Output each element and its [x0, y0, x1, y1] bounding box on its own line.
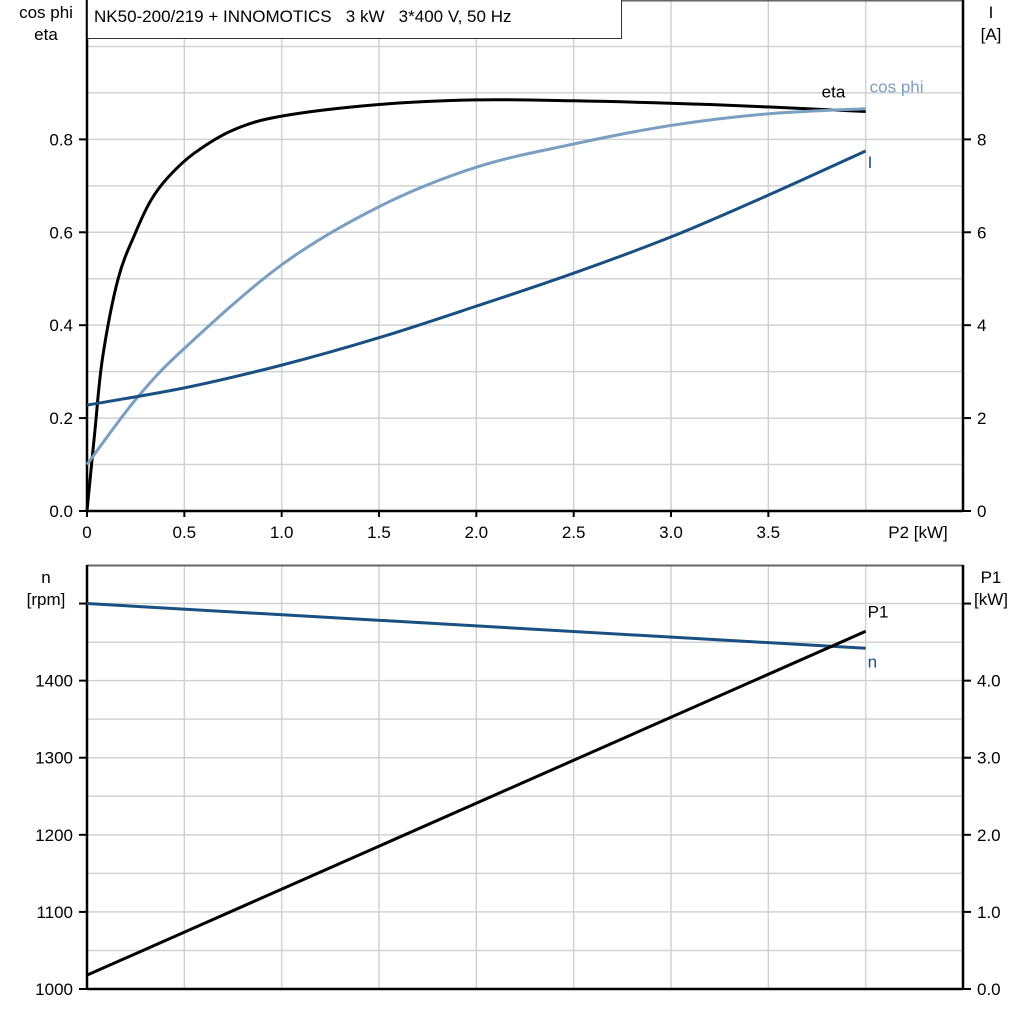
top-left-tick-label: 0.6 — [49, 223, 73, 242]
top-right-tick-label: 6 — [977, 223, 986, 242]
x-tick-label: 2.5 — [562, 523, 586, 542]
bottom-right-tick-label: 2.0 — [977, 826, 1001, 845]
top-right-axis-label: I — [989, 3, 994, 22]
chart-title: NK50-200/219 + INNOMOTICS 3 kW 3*400 V, … — [94, 7, 512, 26]
bottom-left-axis-label: [rpm] — [27, 590, 66, 609]
series-line-cos-phi — [85, 107, 866, 466]
top-left-tick-label: 0.4 — [49, 316, 73, 335]
series-label-n: n — [868, 652, 877, 671]
top-right-tick-label: 8 — [977, 130, 986, 149]
series-label-cos-phi: cos phi — [870, 78, 924, 97]
bottom-right-tick-label: 1.0 — [977, 903, 1001, 922]
top-left-tick-label: 0.8 — [49, 130, 73, 149]
series-line-i — [86, 149, 867, 407]
top-right-tick-label: 2 — [977, 409, 986, 428]
top-right-tick-label: 0 — [977, 502, 986, 521]
series-label-eta: eta — [822, 82, 846, 101]
series-label-p1: P1 — [868, 602, 889, 621]
bottom-right-axis-label: [kW] — [974, 590, 1008, 609]
x-tick-label: 2.0 — [465, 523, 489, 542]
series-line-n — [86, 602, 866, 650]
top-left-tick-label: 0.0 — [49, 502, 73, 521]
x-axis-label: P2 [kW] — [888, 523, 948, 542]
series-line-p1 — [86, 629, 867, 977]
x-tick-label: 0 — [82, 523, 91, 542]
x-tick-label: 3.5 — [757, 523, 781, 542]
top-left-tick-label: 0.2 — [49, 409, 73, 428]
bottom-right-tick-label: 0.0 — [977, 980, 1001, 999]
bottom-right-tick-label: 4.0 — [977, 672, 1001, 691]
series-line-eta — [85, 98, 866, 512]
bottom-right-axis-label: P1 — [981, 568, 1002, 587]
x-tick-label: 3.0 — [659, 523, 683, 542]
title-box: NK50-200/219 + INNOMOTICS 3 kW 3*400 V, … — [87, 0, 622, 39]
x-tick-label: 1.0 — [270, 523, 294, 542]
series-label-i: I — [868, 153, 873, 172]
bottom-left-tick-label: 1400 — [35, 672, 73, 691]
bottom-left-tick-label: 1300 — [35, 749, 73, 768]
top-left-axis-label: eta — [34, 25, 58, 44]
bottom-left-tick-label: 1100 — [36, 903, 73, 922]
top-right-axis-label: [A] — [981, 25, 1002, 44]
x-tick-label: 1.5 — [367, 523, 391, 542]
bottom-left-axis-label: n — [41, 568, 50, 587]
top-left-axis-label: cos phi — [19, 3, 73, 22]
bottom-left-tick-label: 1000 — [35, 980, 73, 999]
top-right-tick-label: 4 — [977, 316, 986, 335]
bottom-left-tick-label: 1200 — [35, 826, 73, 845]
x-tick-label: 0.5 — [173, 523, 197, 542]
bottom-right-tick-label: 3.0 — [977, 749, 1001, 768]
